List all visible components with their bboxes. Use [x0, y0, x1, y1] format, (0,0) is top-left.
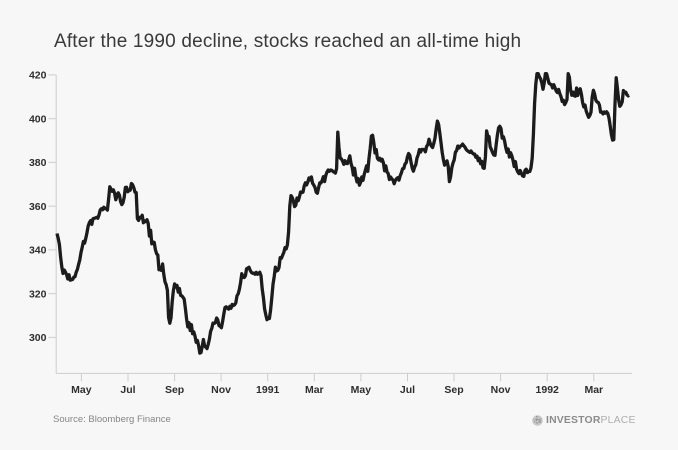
svg-text:Jul: Jul [400, 384, 415, 396]
svg-text:1991: 1991 [256, 384, 280, 396]
svg-text:1992: 1992 [536, 384, 560, 396]
svg-text:Nov: Nov [491, 384, 511, 396]
svg-text:Sep: Sep [444, 384, 463, 396]
svg-text:400: 400 [29, 113, 47, 125]
svg-text:Sep: Sep [165, 384, 184, 396]
svg-text:May: May [71, 384, 92, 396]
svg-text:320: 320 [29, 288, 47, 300]
svg-text:Mar: Mar [584, 384, 603, 396]
svg-text:340: 340 [29, 245, 47, 257]
svg-text:300: 300 [29, 332, 47, 344]
svg-text:360: 360 [29, 201, 47, 213]
svg-text:Jul: Jul [120, 384, 135, 396]
svg-text:May: May [351, 384, 372, 396]
svg-text:Nov: Nov [211, 384, 231, 396]
svg-text:Mar: Mar [305, 384, 324, 396]
svg-text:420: 420 [29, 70, 47, 82]
svg-text:380: 380 [29, 157, 47, 169]
